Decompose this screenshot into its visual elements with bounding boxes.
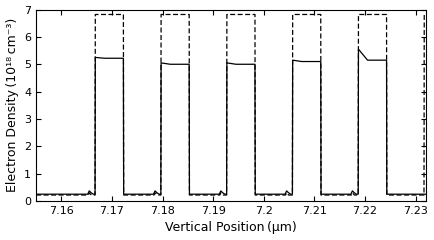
X-axis label: Vertical Position (μm): Vertical Position (μm) [164, 222, 296, 234]
Y-axis label: Electron Density (10¹⁸ cm⁻³): Electron Density (10¹⁸ cm⁻³) [6, 18, 19, 192]
